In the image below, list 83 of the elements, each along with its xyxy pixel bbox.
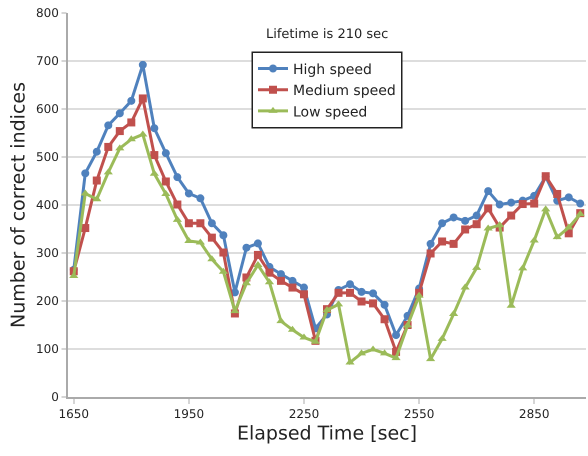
point (162, 149, 170, 158)
point (254, 239, 262, 248)
point (184, 219, 193, 228)
point (138, 94, 147, 102)
point (472, 220, 481, 228)
y-tick-label: 600 (36, 102, 59, 116)
legend-label: Low speed (293, 104, 368, 120)
point (150, 151, 158, 160)
point (369, 289, 378, 298)
point (461, 225, 470, 234)
y-axis-title: Number of correct indices (7, 82, 30, 328)
point (450, 240, 458, 248)
point (426, 249, 435, 258)
point (196, 194, 204, 202)
point (369, 299, 378, 308)
point (92, 176, 101, 185)
point (358, 288, 366, 296)
point (334, 288, 343, 297)
point (461, 216, 470, 225)
point (127, 118, 136, 126)
point (507, 212, 516, 220)
point (507, 198, 516, 207)
point (219, 231, 228, 240)
point (576, 200, 584, 208)
point (173, 173, 182, 182)
point (254, 250, 262, 259)
point (450, 213, 458, 222)
point (518, 200, 527, 208)
point (496, 200, 504, 209)
legend-label: High speed (293, 62, 372, 78)
point (426, 240, 435, 248)
y-tick-label: 0 (51, 390, 59, 404)
point (438, 237, 446, 246)
y-tick-label: 100 (36, 342, 59, 356)
point (392, 331, 400, 340)
point (472, 212, 481, 220)
x-tick-label: 2550 (404, 407, 434, 422)
point (196, 219, 204, 228)
point (288, 284, 296, 292)
y-tick-label: 400 (36, 198, 59, 212)
point (173, 200, 182, 209)
point (358, 297, 366, 306)
point (346, 280, 354, 288)
point (162, 177, 170, 186)
point (484, 204, 492, 212)
point (208, 219, 216, 228)
point (184, 189, 193, 198)
point (81, 169, 90, 178)
point (116, 127, 124, 136)
annotation: Lifetime is 210 sec (266, 27, 388, 42)
point (484, 187, 492, 196)
point (564, 193, 573, 202)
y-tick-label: 800 (36, 6, 59, 20)
point (116, 109, 124, 118)
point (265, 268, 274, 277)
point (380, 315, 389, 324)
x-tick-label: 2250 (288, 407, 320, 422)
point (438, 219, 446, 228)
point (208, 234, 216, 242)
point (127, 96, 136, 105)
point (346, 288, 354, 297)
y-tick-label: 300 (36, 246, 59, 260)
point (242, 244, 250, 252)
point (530, 200, 538, 208)
legend-label: Medium speed (293, 83, 396, 100)
point (300, 290, 308, 298)
y-tick-label: 200 (36, 294, 59, 308)
y-tick-label: 500 (36, 150, 59, 164)
point (219, 248, 228, 257)
point (380, 300, 389, 309)
point (92, 148, 101, 156)
point (104, 142, 112, 151)
x-tick-label: 1950 (174, 407, 204, 422)
point (81, 224, 90, 232)
x-tick-label: 1650 (58, 407, 90, 422)
point (276, 276, 285, 285)
y-tick-label: 700 (36, 54, 59, 68)
point (138, 60, 147, 69)
point (150, 124, 158, 132)
x-axis-title: Elapsed Time [sec] (236, 422, 418, 444)
point (104, 121, 112, 130)
point (553, 190, 562, 198)
x-tick-label: 2850 (518, 407, 550, 422)
